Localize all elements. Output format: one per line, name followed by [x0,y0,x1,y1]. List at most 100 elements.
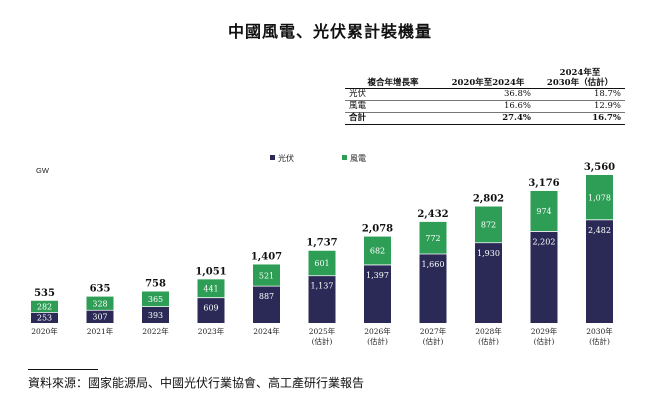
wind-data-label: 521 [259,271,274,280]
wind-data-label: 441 [203,285,218,294]
total-label: 3,176 [528,178,559,189]
cagr-header-label: 複合年增長率 [345,62,441,89]
total-label: 758 [145,278,166,289]
bar-wind [364,236,391,265]
cagr-header-2024-2030: 2024年至 2030年（估計） [535,62,625,89]
x-tick-label: 2027年 [420,326,447,336]
solar-data-label: 253 [37,314,52,323]
bar-solar [86,310,114,323]
total-label: 1,051 [195,266,226,277]
cagr-row-value: 12.9% [535,100,625,113]
bar-solar [197,297,225,323]
x-tick-label: 2023年 [198,326,225,336]
bar-wind [142,291,169,307]
total-label: 3,560 [584,162,615,173]
solar-data-label: 307 [92,313,107,322]
solar-data-label: 609 [203,304,218,313]
solar-data-label: 1,930 [477,249,500,258]
x-tick-sublabel: (估計) [589,336,610,346]
x-tick-sublabel: (估計) [312,336,333,346]
wind-data-label: 282 [37,303,52,312]
bars-group: 253 282 535 2020年 307 328 635 2021年 393 365 758 202… [31,162,615,346]
wind-data-label: 601 [314,259,329,268]
bar-solar [419,253,447,323]
x-tick-sublabel: (估計) [534,336,555,346]
total-label: 1,407 [251,251,282,262]
cagr-row-value: 36.8% [441,88,535,101]
bar-solar [364,264,391,323]
x-tick-label: 2029年 [531,326,558,336]
cagr-row-value: 27.4% [441,112,535,125]
cagr-header-row: 複合年增長率 2020年至2024年 2024年至 2030年（估計） [345,62,625,89]
cagr-header-2024-line: 2024年至 [559,68,601,78]
bar-solar [475,242,502,323]
bar-wind [475,206,502,243]
cagr-row-solar: 光伏 36.8% 18.7% [345,88,625,101]
stacked-bar-chart: 光伏 風電 GW 253 282 535 2020年 307 328 635 2021年 393 3… [31,153,615,346]
bar-solar [586,219,613,323]
solar-data-label: 1,397 [366,271,389,280]
bar-solar [530,231,558,323]
wind-data-label: 872 [481,221,496,230]
footer-divider [28,369,98,370]
total-label: 2,802 [473,194,504,205]
wind-data-label: 772 [425,234,440,243]
source-note: 資料來源：國家能源局、中國光伏行業協會、高工產研行業報告 [28,376,365,390]
wind-data-label: 682 [370,247,385,256]
x-tick-label: 2026年 [364,326,391,336]
legend-label: 光伏 [278,153,294,163]
x-tick-label: 2021年 [87,326,114,336]
cagr-table: 複合年增長率 2020年至2024年 2024年至 2030年（估計） 光伏 36… [345,62,625,125]
bar-solar [142,306,169,323]
legend-swatch [342,155,347,160]
cagr-row-total: 合計 27.4% 16.7% [345,112,625,125]
unit-label: GW [36,166,50,175]
bar-wind [31,300,58,313]
bar-solar [31,312,58,323]
bar-wind [308,250,336,276]
cagr-row-value: 16.7% [535,112,625,125]
bar-wind [253,264,280,287]
bar-wind [419,221,447,254]
wind-data-label: 974 [536,207,551,216]
cagr-header-2030-line: 2030年（估計） [546,78,614,88]
legend-label: 風電 [350,154,366,163]
cagr-header-2020-2024: 2020年至2024年 [441,62,535,89]
wind-data-label: 1,078 [588,193,611,202]
chart-legend: 光伏 風電 [270,153,366,163]
x-tick-label: 2020年 [31,326,58,336]
legend-swatch [270,155,275,160]
bar-wind [86,296,114,311]
solar-data-label: 887 [259,292,274,301]
bar-wind [197,279,225,298]
cagr-row-value: 18.7% [535,88,625,101]
wind-data-label: 365 [148,295,163,304]
bar-solar [308,275,336,323]
x-tick-sublabel: (估計) [478,336,499,346]
x-tick-label: 2030年 [586,326,613,336]
total-label: 2,078 [362,224,393,235]
total-label: 635 [90,284,111,295]
cagr-row-label: 風電 [345,100,441,113]
x-tick-label: 2028年 [475,326,502,336]
x-tick-sublabel: (估計) [423,336,444,346]
x-tick-label: 2024年 [253,326,280,336]
x-tick-sublabel: (估計) [367,336,388,346]
bar-wind [586,175,613,220]
solar-data-label: 393 [148,311,163,320]
solar-data-label: 2,482 [588,226,611,235]
x-tick-label: 2025年 [309,326,336,336]
cagr-row-label: 光伏 [345,88,441,101]
solar-data-label: 1,137 [311,282,334,291]
solar-data-label: 1,660 [422,260,445,269]
solar-data-label: 2,202 [533,237,556,246]
wind-data-label: 328 [92,299,107,308]
cagr-row-wind: 風電 16.6% 12.9% [345,100,625,113]
total-label: 2,432 [417,209,448,220]
bar-solar [253,286,280,323]
chart-title: 中國風電、光伏累計裝機量 [227,22,432,41]
total-label: 1,737 [306,238,337,249]
total-label: 535 [34,288,55,299]
x-tick-label: 2022年 [142,326,169,336]
bar-wind [530,190,558,232]
